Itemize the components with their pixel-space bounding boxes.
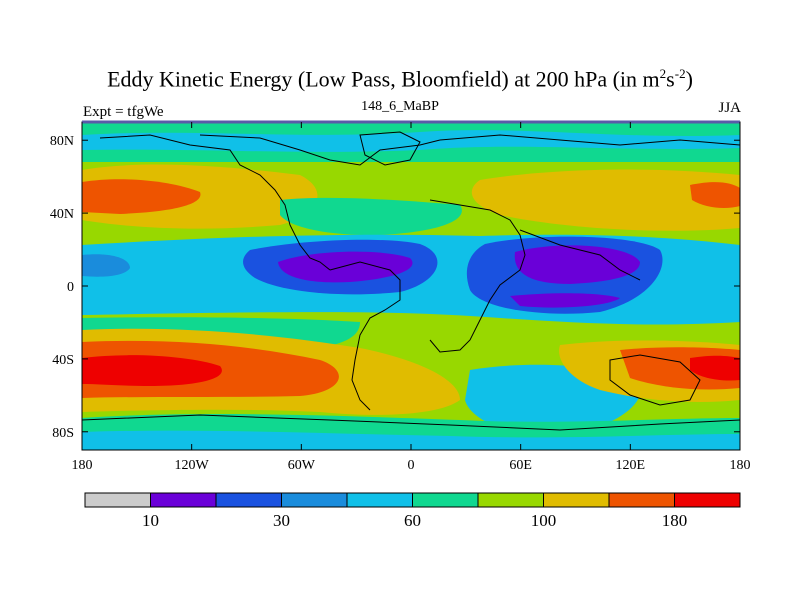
x-axis: 180 120W 60W 0 60E 120E 180 xyxy=(72,122,751,473)
continent-outlines xyxy=(82,131,740,431)
colorbar-swatch xyxy=(346,492,413,508)
coast-asia-south xyxy=(519,229,641,281)
coast-australia xyxy=(609,354,701,406)
colorbar-swatch xyxy=(281,492,348,508)
colorbar-label: 30 xyxy=(273,511,290,530)
field-smid-red-east xyxy=(690,355,740,381)
colorbar-swatch xyxy=(150,492,217,508)
field-smid-red-west xyxy=(82,355,222,386)
colorbar-swatch xyxy=(543,492,610,508)
field-nmid-orange-east xyxy=(690,182,740,208)
colorbar-label: 180 xyxy=(662,511,688,530)
field-tropics-blue-west xyxy=(82,254,130,277)
x-tick-label: 60W xyxy=(288,458,316,473)
coast-africa xyxy=(429,199,526,353)
y-tick-label: 0 xyxy=(67,280,74,295)
y-tick-label: 80S xyxy=(52,426,74,441)
coast-north-america-2 xyxy=(199,134,441,166)
colorbar-swatch xyxy=(477,492,544,508)
chart-title: Eddy Kinetic Energy (Low Pass, Bloomfiel… xyxy=(107,66,693,92)
colorbar-label: 100 xyxy=(531,511,557,530)
field-nmid-orange-west xyxy=(82,179,201,214)
y-tick-label: 80N xyxy=(50,134,74,149)
colorbar-swatch xyxy=(412,492,479,508)
coast-antarctica xyxy=(82,414,740,431)
colorbar-swatch xyxy=(84,492,151,508)
x-tick-label: 60E xyxy=(509,458,532,473)
x-tick-label: 180 xyxy=(730,458,751,473)
colorbar-swatch xyxy=(215,492,282,508)
field-antarctic-cyan xyxy=(82,430,740,450)
field-tropics-purple-io xyxy=(514,245,640,284)
y-tick-label: 40S xyxy=(52,353,74,368)
colorbar-label: 60 xyxy=(404,511,421,530)
contour-field xyxy=(82,122,740,450)
colorbar-swatch xyxy=(608,492,675,508)
chart-subtitle: 148_6_MaBP xyxy=(361,99,439,114)
field-tropics-purple-atl xyxy=(278,251,413,283)
field-nmid-yellow-east xyxy=(471,169,740,231)
x-tick-label: 120E xyxy=(616,458,646,473)
field-arctic-cyan xyxy=(82,130,740,152)
x-tick-label: 120W xyxy=(175,458,210,473)
x-tick-label: 0 xyxy=(408,458,415,473)
colorbar-swatch xyxy=(674,492,741,508)
experiment-label: Expt = tfgWe xyxy=(83,104,164,120)
field-tropics-purple-io2 xyxy=(510,293,620,308)
coast-north-america xyxy=(99,134,331,271)
y-axis: 80N 40N 0 40S 80S xyxy=(50,134,740,441)
season-label: JJA xyxy=(718,100,741,116)
colorbar-label: 10 xyxy=(142,511,159,530)
colorbar: 10 30 60 100 180 xyxy=(84,492,741,530)
coast-eurasia xyxy=(439,134,740,146)
coast-greenland xyxy=(359,131,421,166)
field-nmid-green xyxy=(280,197,462,236)
coast-south-america xyxy=(329,261,401,411)
y-tick-label: 40N xyxy=(50,207,74,222)
x-tick-label: 180 xyxy=(72,458,93,473)
